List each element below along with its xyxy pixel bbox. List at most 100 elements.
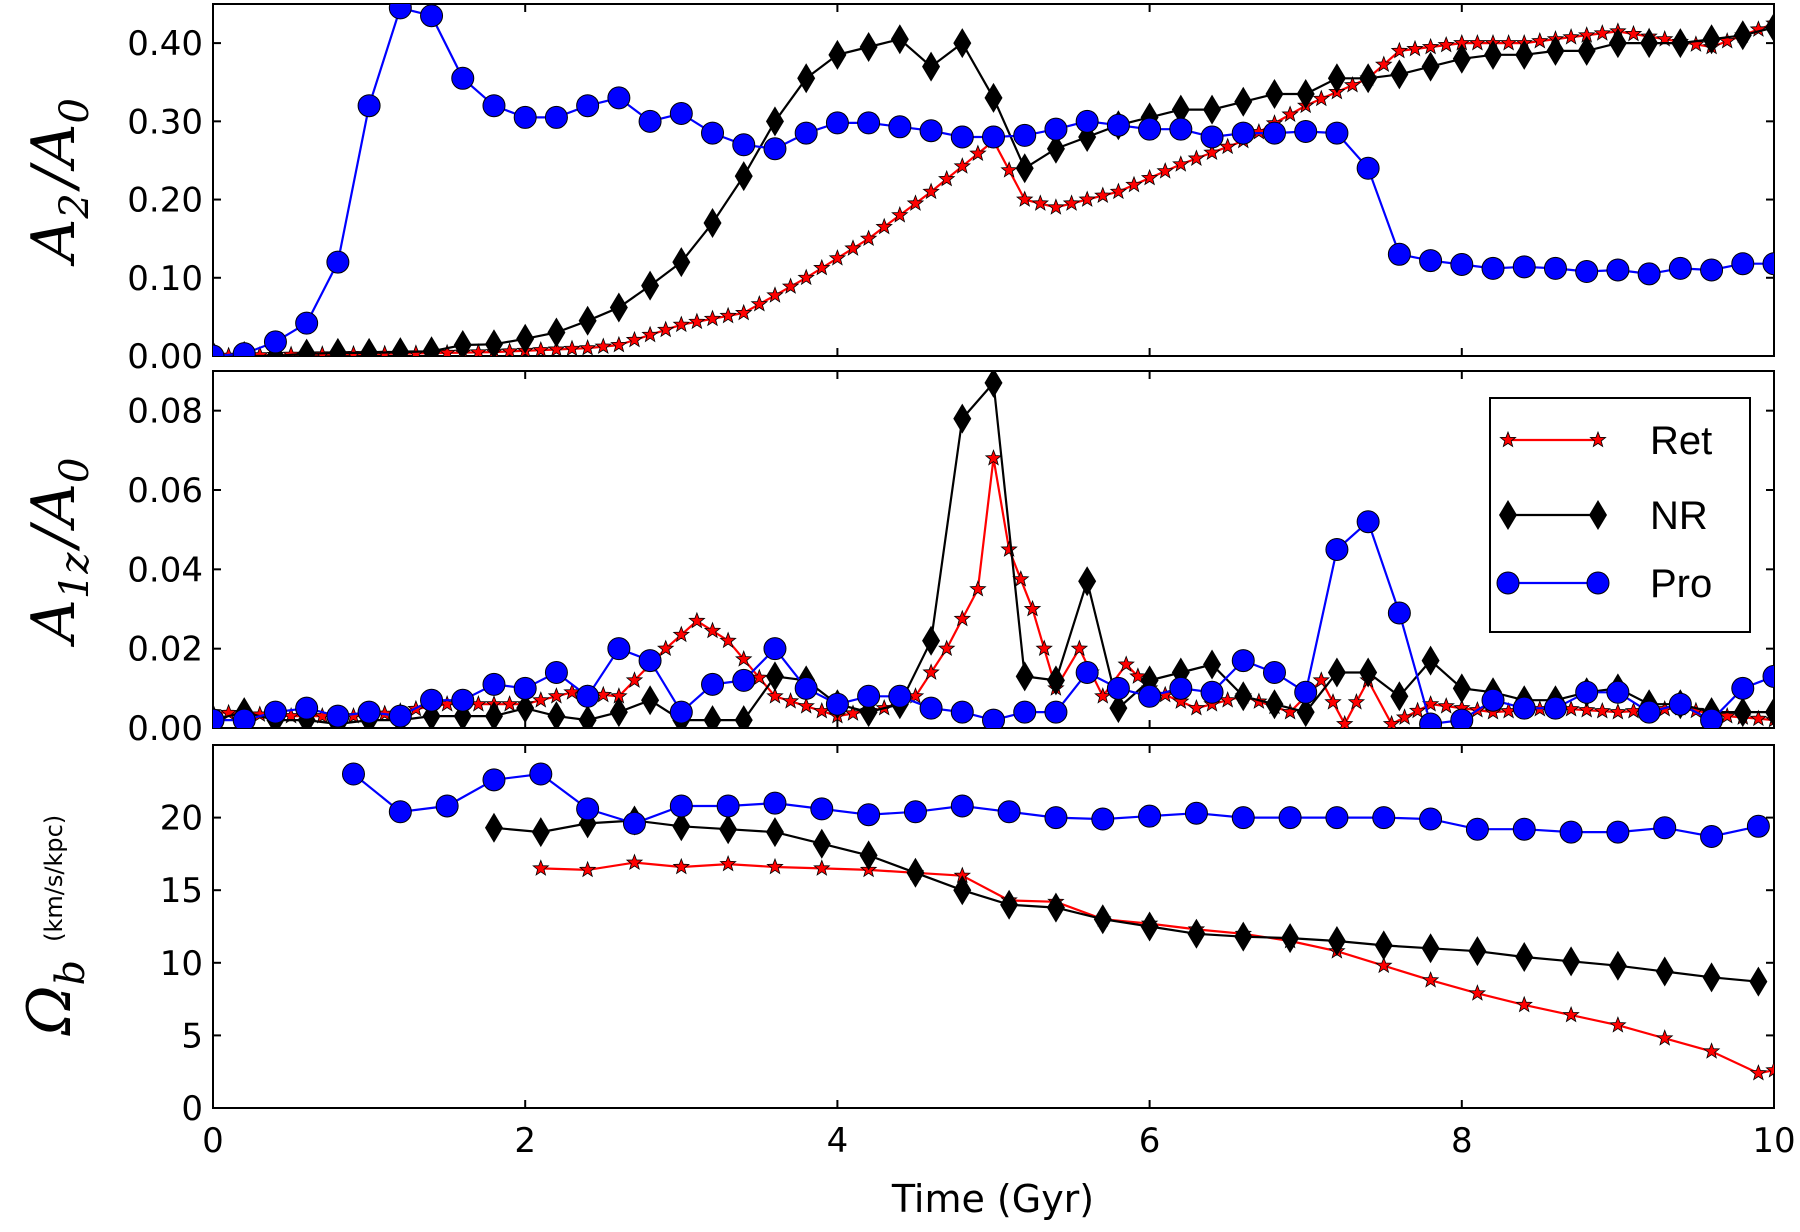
ret-point-2	[625, 853, 644, 871]
pro-point-15	[1044, 806, 1068, 830]
nr-point-37	[1359, 63, 1378, 94]
pro-point-13	[607, 637, 631, 661]
nr-point-21	[1468, 936, 1487, 967]
y-tick-label-1-2: 0.04	[127, 550, 203, 590]
nr-point-14	[1140, 911, 1159, 942]
pro-point-28	[1653, 816, 1677, 840]
pro-point-45	[1606, 680, 1630, 704]
ret-point-5	[766, 857, 784, 875]
nr-point-5	[360, 337, 379, 356]
ret-point-83	[1499, 33, 1518, 51]
pro-point-28	[1075, 109, 1099, 133]
nr-point-27	[1046, 133, 1065, 164]
pro-point-24	[950, 125, 974, 149]
pro-point-4	[529, 762, 553, 786]
series-omega	[341, 762, 1774, 1081]
y-axis-label-a2: A2/A0	[19, 98, 98, 267]
ret-point-22	[1562, 1005, 1580, 1023]
nr-point-8	[859, 840, 878, 871]
nr-point-36	[1327, 657, 1346, 688]
pro-point-18	[763, 637, 787, 661]
nr-point-11	[1000, 889, 1019, 920]
nr-point-5	[719, 814, 738, 845]
nr-point-15	[672, 247, 691, 278]
ret-point-26	[610, 335, 628, 353]
nr-point-13	[609, 292, 628, 323]
nr-point-20	[828, 39, 847, 70]
pro-point-20	[825, 692, 849, 716]
ret-point-60	[1140, 168, 1159, 186]
pro-point-30	[1138, 684, 1162, 708]
ret-point-51	[1000, 161, 1018, 178]
ret-point-48	[953, 609, 971, 627]
nr-point-4	[672, 811, 691, 842]
ret-point-64	[1203, 143, 1221, 161]
nr-point-25	[984, 82, 1003, 113]
legend-ret-point-1	[1589, 430, 1607, 448]
nr-point-21	[859, 32, 878, 63]
pro-point-37	[1356, 510, 1380, 534]
pro-point-15	[669, 700, 693, 724]
ret-point-87	[1562, 28, 1580, 45]
pro-point-20	[825, 111, 849, 135]
nr-line	[493, 819, 1759, 983]
legend-entry-pro: Pro	[1496, 562, 1712, 606]
pro-point-11	[544, 660, 568, 684]
ret-point-55	[1062, 194, 1081, 211]
pro-point-31	[1169, 117, 1193, 141]
ret-point-22	[547, 687, 566, 704]
ret-point-28	[641, 325, 659, 343]
ret-point-91	[1593, 701, 1611, 719]
pro-point-34	[1262, 121, 1286, 145]
ret-point-49	[969, 580, 987, 597]
pro-point-16	[1091, 807, 1115, 831]
legend-entry-nr: NR	[1499, 494, 1708, 538]
ret-point-30	[672, 315, 690, 333]
ret-point-31	[688, 611, 706, 629]
pro-point-12	[903, 800, 927, 824]
nr-point-0	[484, 812, 503, 843]
nr-point-37	[1359, 657, 1378, 688]
nr-point-40	[1452, 43, 1471, 74]
ret-point-40	[828, 249, 847, 266]
panel-a2: 0.00 0.10 0.20 0.30 0.40 A2/A0	[19, 3, 1775, 377]
pro-point-25	[982, 708, 1005, 728]
ret-point-34	[735, 303, 753, 321]
legend-entry-ret: Ret	[1499, 419, 1712, 463]
ret-point-27	[625, 330, 644, 348]
pro-point-31	[1169, 676, 1193, 700]
ret-point-3	[672, 857, 690, 875]
ret-point-85	[1531, 32, 1549, 49]
nr-point-9	[484, 329, 503, 356]
pro-point-22	[1372, 806, 1396, 830]
nr-point-22	[890, 24, 909, 55]
y-tick-label-2-4: 20	[160, 799, 203, 839]
pro-point-13	[607, 86, 631, 110]
ret-point-6	[813, 859, 831, 876]
pro-point-27	[1044, 117, 1068, 141]
pro-point-35	[1294, 120, 1318, 144]
pro-point-26	[1013, 123, 1037, 147]
ret-point-46	[922, 182, 940, 200]
nr-point-19	[1374, 930, 1393, 961]
y-tick-label-0-0: 0.00	[127, 337, 203, 377]
nr-point-12	[1046, 892, 1065, 923]
ret-point-91	[1624, 24, 1643, 42]
pro-point-48	[1700, 258, 1724, 282]
nr-point-34	[1265, 689, 1284, 720]
nr-point-23	[922, 51, 941, 82]
ret-point-18	[1374, 956, 1393, 974]
pro-point-1	[388, 800, 412, 824]
series-pro	[213, 510, 1774, 728]
ret-point-89	[1593, 24, 1611, 41]
y-ticks-omega: 0 5 10 15 20	[160, 745, 1775, 1129]
legend-label-nr: NR	[1650, 494, 1708, 538]
nr-point-20	[1421, 933, 1440, 964]
nr-point-49	[1733, 20, 1752, 51]
pro-point-21	[857, 684, 881, 708]
nr-point-1	[531, 817, 550, 848]
pro-point-39	[1419, 712, 1443, 728]
pro-point-22	[888, 684, 912, 708]
ret-point-22	[547, 340, 566, 356]
nr-point-24	[953, 28, 972, 59]
